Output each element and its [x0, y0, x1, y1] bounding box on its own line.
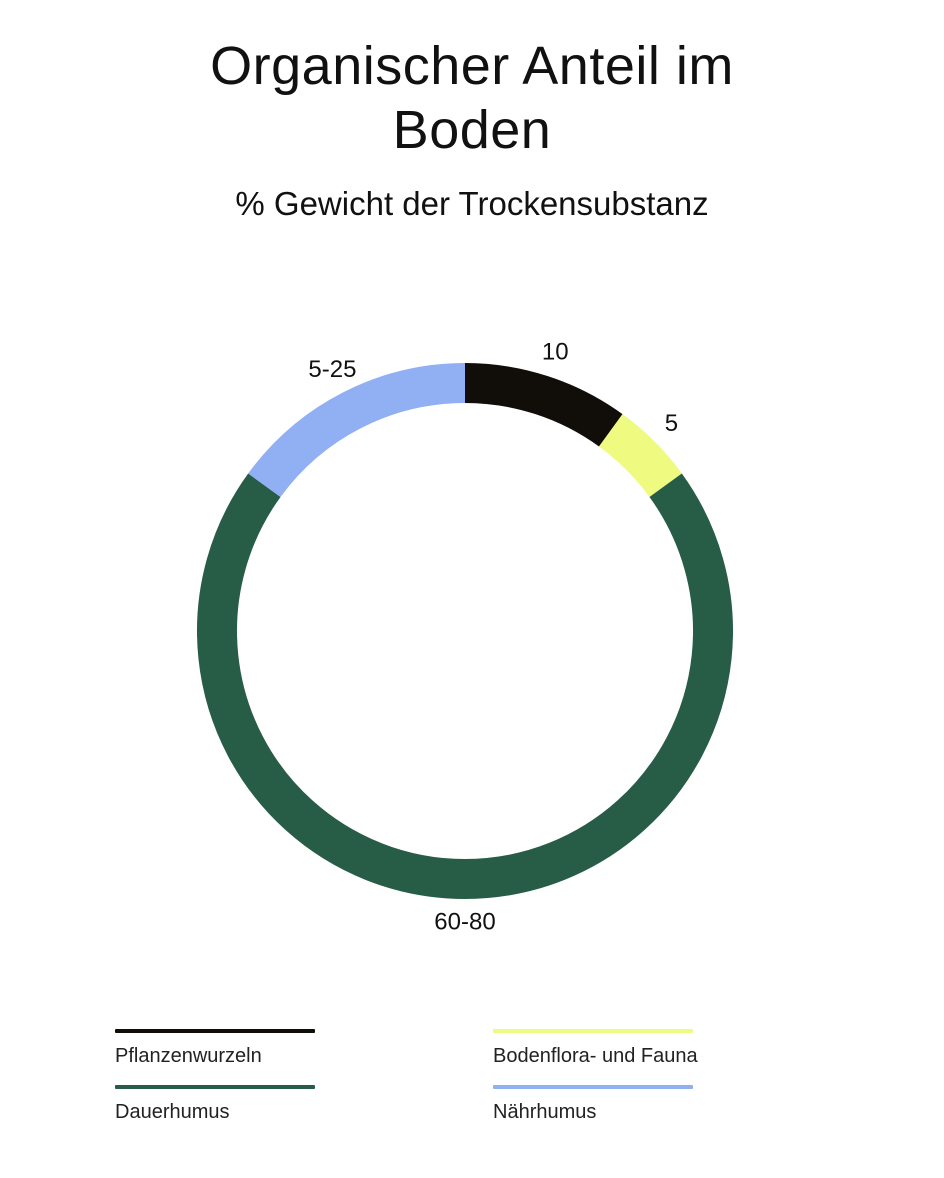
legend-swatch-bodenflora	[493, 1029, 693, 1033]
chart-title: Organischer Anteil im Boden	[0, 34, 944, 162]
legend-swatch-naehrhumus	[493, 1085, 693, 1089]
legend-label-pflanzenwurzeln: Pflanzenwurzeln	[115, 1045, 262, 1067]
chart-subtitle: % Gewicht der Trockensubstanz	[235, 185, 709, 222]
legend-swatch-pflanzenwurzeln	[115, 1029, 315, 1033]
legend-label-naehrhumus: Nährhumus	[493, 1101, 597, 1123]
legend-item-bodenflora: Bodenflora- und Fauna	[493, 1029, 698, 1068]
slice-pflanzenwurzeln	[464, 363, 623, 447]
legend-swatch-dauerhumus	[115, 1085, 315, 1089]
legend-item-naehrhumus: Nährhumus	[493, 1085, 693, 1124]
legend-label-dauerhumus: Dauerhumus	[115, 1101, 230, 1123]
slice-bodenflora-und-fauna	[598, 414, 682, 498]
slice-label-n-hrhumus: 5-25	[308, 356, 356, 383]
slice-label-pflanzenwurzeln: 10	[542, 339, 569, 366]
legend-label-bodenflora: Bodenflora- und Fauna	[493, 1045, 698, 1067]
chart-title-line-1: Organischer Anteil im	[210, 36, 734, 96]
legend-item-pflanzenwurzeln: Pflanzenwurzeln	[115, 1029, 315, 1068]
slice-label-bodenflora-und-fauna: 5	[665, 410, 678, 437]
chart-title-line-2: Boden	[392, 100, 552, 160]
slice-dauerhumus	[197, 473, 733, 899]
legend-item-dauerhumus: Dauerhumus	[115, 1085, 315, 1124]
slice-label-dauerhumus: 60-80	[434, 908, 495, 935]
slice-n-hrhumus	[248, 363, 466, 498]
